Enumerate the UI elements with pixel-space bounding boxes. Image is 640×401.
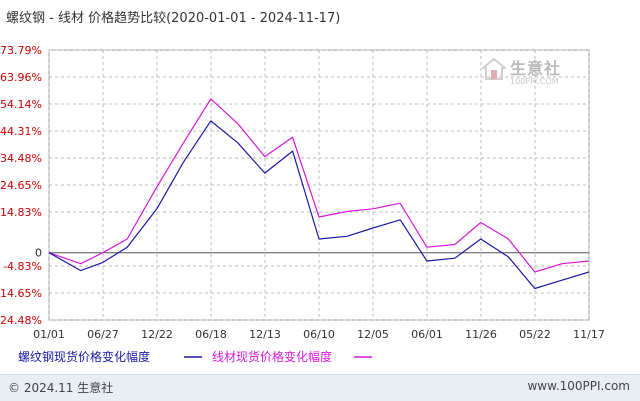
y-tick-label: 63.96% bbox=[0, 71, 42, 84]
y-tick-label: 24.65% bbox=[0, 179, 42, 192]
footer-bar: © 2024.11 生意社 www.100PPI.com bbox=[0, 374, 640, 401]
y-axis-labels: 73.79% 63.96% 54.14% 44.31% 34.48% 24.65% 14.8… bbox=[0, 44, 42, 327]
x-tick-label: 01/01 bbox=[33, 328, 65, 341]
copyright-text: © 2024.11 生意社 bbox=[8, 381, 114, 395]
watermark-logo: 生意社 100PPI.COM bbox=[482, 55, 578, 95]
legend-label-wire-rod: 线材现货价格变化幅度 bbox=[212, 349, 332, 364]
grid-lines bbox=[48, 49, 590, 321]
series-layer bbox=[48, 98, 590, 290]
site-url[interactable]: www.100PPI.com bbox=[527, 379, 630, 393]
y-tick-label: -14.65% bbox=[0, 287, 42, 300]
y-tick-label: 14.83% bbox=[0, 206, 42, 219]
x-tick-label: 12/05 bbox=[357, 328, 389, 341]
x-tick-label: 06/01 bbox=[411, 328, 443, 341]
x-tick-label: 11/17 bbox=[573, 328, 605, 341]
y-tick-label: 34.48% bbox=[0, 152, 42, 165]
x-axis-labels: 01/01 06/27 12/22 06/18 12/13 06/10 12/05 06/01… bbox=[33, 328, 605, 341]
logo-subtext: 100PPI.COM bbox=[510, 77, 559, 86]
logo-text: 生意社 bbox=[510, 59, 562, 78]
legend: 螺纹钢现货价格变化幅度 线材现货价格变化幅度 bbox=[18, 349, 372, 364]
chart: 73.79% 63.96% 54.14% 44.31% 34.48% 24.65% 14.8… bbox=[0, 44, 605, 364]
series-line-wire-rod bbox=[48, 98, 590, 273]
x-tick-label: 06/18 bbox=[195, 328, 227, 341]
y-tick-label: 73.79% bbox=[0, 44, 42, 57]
x-tick-label: 11/26 bbox=[465, 328, 497, 341]
y-tick-label: 0 bbox=[35, 247, 42, 260]
x-tick-label: 06/27 bbox=[87, 328, 119, 341]
x-tick-label: 06/10 bbox=[303, 328, 335, 341]
house-icon bbox=[482, 57, 506, 80]
y-tick-label: 44.31% bbox=[0, 125, 42, 138]
x-tick-label: 12/22 bbox=[141, 328, 173, 341]
x-tick-label: 05/22 bbox=[519, 328, 551, 341]
series-line-rebar bbox=[48, 120, 590, 290]
legend-label-rebar: 螺纹钢现货价格变化幅度 bbox=[18, 349, 150, 364]
y-tick-label: -4.83% bbox=[3, 260, 42, 273]
y-tick-label: 54.14% bbox=[0, 98, 42, 111]
x-tick-label: 12/13 bbox=[249, 328, 281, 341]
y-tick-label: -24.48% bbox=[0, 314, 42, 327]
chart-title: 螺纹钢 - 线材 价格趋势比较(2020-01-01 - 2024-11-17) bbox=[6, 11, 341, 26]
